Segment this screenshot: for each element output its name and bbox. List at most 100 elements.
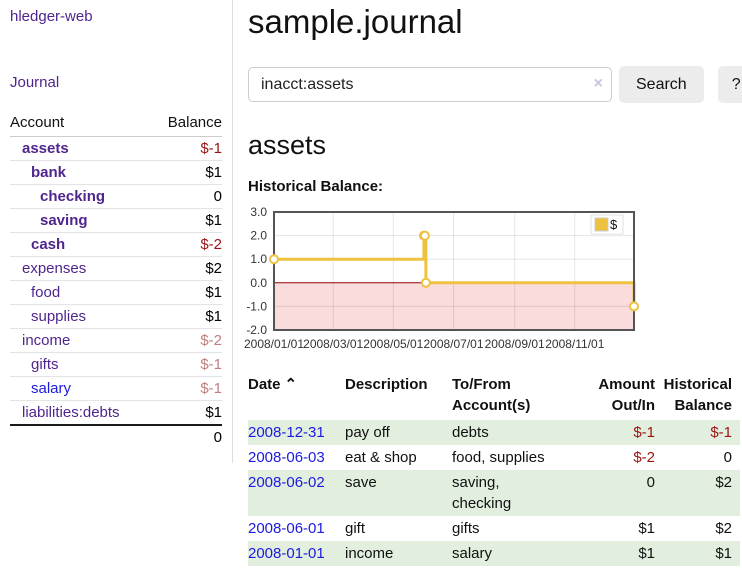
account-row: liabilities:debts $1 <box>10 400 222 426</box>
transaction-row: 2008-06-02 save saving, checking 0 $2 <box>248 470 740 516</box>
transaction-description: gift <box>345 520 366 537</box>
svg-text:2008/09/01: 2008/09/01 <box>485 337 545 351</box>
transaction-amount: $1 <box>638 520 655 537</box>
account-balance: $1 <box>151 280 222 305</box>
account-row: income $-2 <box>10 328 222 353</box>
svg-text:0.0: 0.0 <box>250 276 267 290</box>
balance-column-header-txn: Historical Balance <box>663 376 732 414</box>
transactions-header-row: Date ⌃ Description To/From Account(s) Amo… <box>248 372 740 420</box>
accounts-table-body: assets $-1 bank $1 checking 0 saving $1 cash $-2 e… <box>10 136 222 426</box>
account-link[interactable]: bank <box>31 164 67 181</box>
account-link[interactable]: cash <box>31 236 66 253</box>
transaction-date-link[interactable]: 2008-06-02 <box>248 474 325 491</box>
account-row: bank $1 <box>10 160 222 185</box>
transaction-amount: $-2 <box>633 449 655 466</box>
svg-text:2008/03/01: 2008/03/01 <box>303 337 363 351</box>
account-row: expenses $2 <box>10 256 222 281</box>
transaction-balance: $1 <box>715 545 732 562</box>
help-button[interactable]: ? <box>717 66 742 103</box>
search-form: × Search ? <box>248 66 742 103</box>
svg-text:3.0: 3.0 <box>250 205 267 219</box>
accounts-table-header: Account Balance <box>10 111 222 137</box>
account-balance: $1 <box>151 400 222 426</box>
accounts-total-spacer <box>10 424 152 449</box>
clear-search-icon[interactable]: × <box>593 75 603 92</box>
svg-text:2008/11/01: 2008/11/01 <box>545 337 604 351</box>
transaction-balance: $2 <box>715 474 732 491</box>
account-link[interactable]: salary <box>31 380 72 397</box>
svg-text:2008/07/01: 2008/07/01 <box>423 337 483 351</box>
account-link[interactable]: liabilities:debts <box>22 404 120 421</box>
transaction-description: save <box>345 474 377 491</box>
account-row: salary $-1 <box>10 376 222 401</box>
account-row: gifts $-1 <box>10 352 222 377</box>
description-column-header: Description <box>345 376 428 393</box>
search-input-wrapper: × <box>248 67 612 102</box>
account-link[interactable]: gifts <box>31 356 59 373</box>
accounts-total-row: 0 <box>10 424 222 449</box>
sidebar-item-journal[interactable]: Journal <box>10 74 60 91</box>
transaction-description: income <box>345 545 394 562</box>
transaction-description: pay off <box>345 424 390 441</box>
transaction-row: 2008-01-01 income salary $1 $1 <box>248 541 740 566</box>
app-title: hledger-web <box>10 8 222 25</box>
svg-text:2008/05/01: 2008/05/01 <box>363 337 423 351</box>
transaction-balance: 0 <box>723 449 732 466</box>
account-link[interactable]: expenses <box>22 260 87 277</box>
account-link[interactable]: supplies <box>31 308 87 325</box>
account-section-heading: assets <box>248 130 327 160</box>
accounts-table: Account Balance assets $-1 bank $1 checking 0… <box>10 111 222 449</box>
amount-column-header: Amount Out/In <box>598 376 655 414</box>
search-input[interactable] <box>248 67 612 102</box>
transaction-amount: $1 <box>638 545 655 562</box>
account-balance: $1 <box>151 208 222 233</box>
sidebar: hledger-web Journal Account Balance asse… <box>0 0 233 463</box>
app-title-link[interactable]: hledger-web <box>10 8 93 25</box>
account-balance: $-1 <box>151 376 222 401</box>
sort-ascending-icon: ⌃ <box>284 376 298 393</box>
transaction-accounts: debts <box>452 424 489 441</box>
chart-title: Historical Balance: <box>248 178 384 195</box>
transaction-row: 2008-06-03 eat & shop food, supplies $-2 0 <box>248 445 740 470</box>
transaction-accounts: food, supplies <box>452 449 545 466</box>
accounts-column-header: To/From Account(s) <box>452 376 531 414</box>
svg-text:1.0: 1.0 <box>250 252 267 266</box>
balance-column-header: Balance <box>151 111 222 137</box>
legend-swatch <box>594 217 609 232</box>
transaction-accounts: salary <box>452 545 493 562</box>
account-balance: $-2 <box>151 328 222 353</box>
account-link[interactable]: saving <box>40 212 88 229</box>
search-button[interactable]: Search <box>619 66 704 103</box>
transaction-accounts: gifts <box>452 520 480 537</box>
transactions-table: Date ⌃ Description To/From Account(s) Amo… <box>248 372 740 566</box>
transaction-date-link[interactable]: 2008-01-01 <box>248 545 325 562</box>
main-content: sample.journal × Search ? assets Histori… <box>233 0 742 582</box>
account-row: supplies $1 <box>10 304 222 329</box>
account-link[interactable]: income <box>22 332 71 349</box>
account-row: assets $-1 <box>10 136 222 161</box>
transaction-amount: 0 <box>646 474 655 491</box>
account-balance: $2 <box>151 256 222 281</box>
date-column-header[interactable]: Date ⌃ <box>248 376 298 393</box>
transaction-accounts: saving, checking <box>452 474 512 512</box>
historical-balance-chart: $3.0 2.0 1.0 0.0 -1.0 -2.0 2008/01/01 2008/03/0… <box>239 202 742 356</box>
account-link[interactable]: checking <box>40 188 106 205</box>
transactions-table-body: 2008-12-31 pay off debts $-1 $-1 2008-06-03 ea… <box>248 420 740 566</box>
account-row: cash $-2 <box>10 232 222 257</box>
transaction-date-link[interactable]: 2008-06-03 <box>248 449 325 466</box>
svg-text:-2.0: -2.0 <box>246 323 267 337</box>
legend-label: $ <box>610 217 618 232</box>
transaction-balance: $2 <box>715 520 732 537</box>
transaction-amount: $-1 <box>633 424 655 441</box>
transaction-date-link[interactable]: 2008-12-31 <box>248 424 325 441</box>
account-row: food $1 <box>10 280 222 305</box>
account-balance: $-1 <box>151 352 222 377</box>
account-link[interactable]: assets <box>22 140 69 157</box>
accounts-total-value: 0 <box>151 424 222 449</box>
page-title: sample.journal <box>248 3 463 40</box>
transaction-date-link[interactable]: 2008-06-01 <box>248 520 325 537</box>
transaction-row: 2008-12-31 pay off debts $-1 $-1 <box>248 420 740 445</box>
account-row: checking 0 <box>10 184 222 209</box>
account-link[interactable]: food <box>31 284 61 301</box>
account-balance: 0 <box>151 184 222 209</box>
